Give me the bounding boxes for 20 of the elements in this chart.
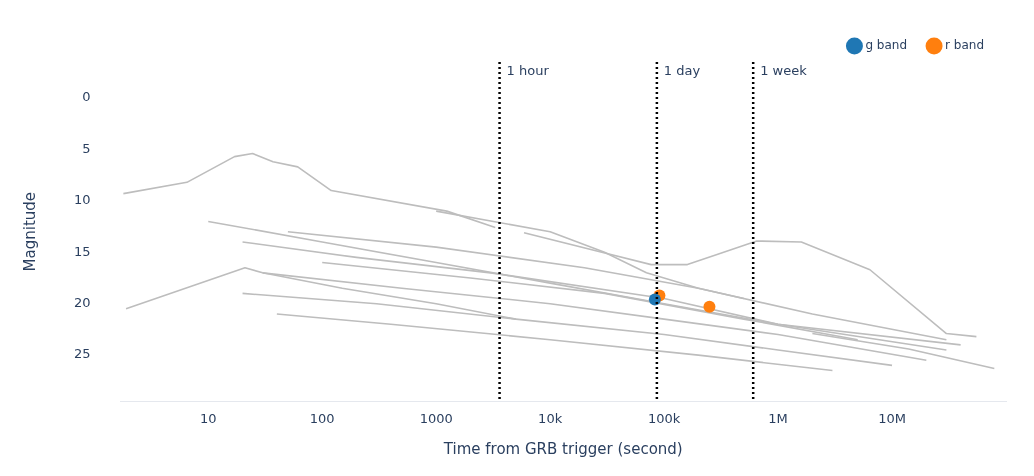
x-tick-label: 1000	[419, 410, 453, 426]
x-tick-label: 10k	[538, 410, 563, 426]
ref-line-label: 1 day	[663, 62, 701, 78]
x-tick-label: 100k	[647, 410, 681, 426]
x-tick-label: 100	[309, 410, 335, 426]
y-tick-label: 0	[82, 89, 91, 105]
x-tick-label: 10	[199, 410, 217, 426]
y-tick-label: 10	[74, 192, 91, 208]
x-tick-label: 1M	[768, 410, 788, 426]
legend-label: g band	[865, 38, 908, 53]
y-tick-label: 5	[82, 140, 91, 156]
ref-line-label: 1 week	[760, 62, 808, 78]
x-axis-title: Time from GRB trigger (second)	[442, 439, 683, 458]
legend-label: r band	[945, 38, 985, 53]
y-tick-label: 25	[74, 346, 91, 362]
y-tick-label: 15	[74, 243, 91, 259]
y-axis-title: Magnitude	[20, 191, 39, 272]
ref-line-label: 1 hour	[506, 62, 550, 78]
x-tick-label: 10M	[878, 410, 906, 426]
y-tick-label: 20	[74, 295, 91, 311]
